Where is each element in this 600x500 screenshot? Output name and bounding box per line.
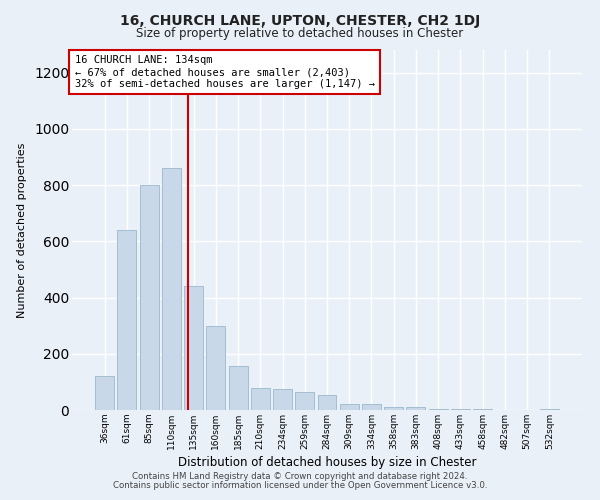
Bar	[251, 388, 270, 410]
Bar	[384, 407, 403, 410]
Y-axis label: Number of detached properties: Number of detached properties	[17, 142, 27, 318]
Text: Size of property relative to detached houses in Chester: Size of property relative to detached ho…	[136, 28, 464, 40]
Bar	[95, 376, 114, 410]
Bar	[540, 408, 559, 410]
Bar	[140, 185, 158, 410]
Text: Contains public sector information licensed under the Open Government Licence v3: Contains public sector information licen…	[113, 481, 487, 490]
Bar	[273, 389, 292, 410]
Bar	[184, 286, 203, 410]
Bar	[473, 408, 492, 410]
Bar	[295, 392, 314, 410]
Bar	[162, 168, 181, 410]
Bar	[317, 394, 337, 410]
Bar	[118, 230, 136, 410]
Text: 16 CHURCH LANE: 134sqm
← 67% of detached houses are smaller (2,403)
32% of semi-: 16 CHURCH LANE: 134sqm ← 67% of detached…	[74, 56, 374, 88]
Bar	[406, 407, 425, 410]
Bar	[229, 366, 248, 410]
Bar	[362, 404, 381, 410]
Text: Contains HM Land Registry data © Crown copyright and database right 2024.: Contains HM Land Registry data © Crown c…	[132, 472, 468, 481]
Text: 16, CHURCH LANE, UPTON, CHESTER, CH2 1DJ: 16, CHURCH LANE, UPTON, CHESTER, CH2 1DJ	[120, 14, 480, 28]
Bar	[429, 408, 448, 410]
Bar	[340, 404, 359, 410]
X-axis label: Distribution of detached houses by size in Chester: Distribution of detached houses by size …	[178, 456, 476, 469]
Bar	[206, 326, 225, 410]
Bar	[451, 408, 470, 410]
